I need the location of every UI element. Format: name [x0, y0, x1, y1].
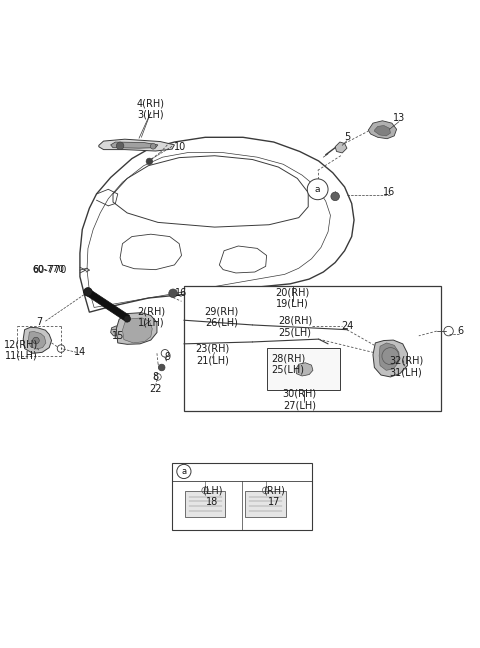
Circle shape: [116, 142, 124, 150]
Text: 29(RH)
26(LH): 29(RH) 26(LH): [204, 306, 239, 328]
Polygon shape: [23, 327, 51, 353]
Text: 12(RH)
11(LH): 12(RH) 11(LH): [4, 339, 38, 361]
Text: 9: 9: [164, 352, 170, 362]
Circle shape: [169, 289, 177, 297]
Polygon shape: [122, 318, 152, 343]
Polygon shape: [111, 142, 158, 148]
Polygon shape: [379, 343, 399, 370]
Polygon shape: [296, 363, 313, 376]
Polygon shape: [116, 312, 157, 344]
Text: 23(RH)
21(LH): 23(RH) 21(LH): [195, 344, 229, 365]
Text: 24: 24: [341, 321, 353, 331]
Text: 28(RH)
25(LH): 28(RH) 25(LH): [271, 353, 305, 375]
Circle shape: [177, 465, 191, 479]
Circle shape: [33, 337, 39, 344]
Text: 4(RH)
3(LH): 4(RH) 3(LH): [137, 98, 165, 120]
Text: 32(RH)
31(LH): 32(RH) 31(LH): [389, 356, 423, 377]
Circle shape: [150, 143, 156, 149]
Bar: [172, 463, 312, 529]
Polygon shape: [99, 139, 174, 151]
Text: 20(RH)
19(LH): 20(RH) 19(LH): [276, 287, 310, 309]
Text: 16: 16: [384, 187, 396, 196]
Text: 16: 16: [175, 288, 188, 298]
Text: a: a: [181, 467, 186, 476]
Text: 60-770: 60-770: [33, 264, 67, 275]
Text: 14: 14: [74, 347, 86, 357]
Text: (RH)
17: (RH) 17: [263, 486, 285, 507]
Polygon shape: [190, 347, 227, 377]
Circle shape: [158, 364, 165, 371]
Circle shape: [124, 316, 131, 322]
Polygon shape: [368, 121, 396, 139]
Text: 28(RH)
25(LH): 28(RH) 25(LH): [278, 316, 312, 337]
Polygon shape: [111, 326, 122, 336]
Polygon shape: [84, 290, 130, 320]
Polygon shape: [374, 126, 390, 136]
Text: 15: 15: [111, 331, 124, 341]
Bar: [245, 491, 286, 517]
Bar: [185, 491, 225, 517]
Text: 30(RH)
27(LH): 30(RH) 27(LH): [283, 389, 317, 410]
Text: a: a: [315, 185, 321, 194]
Circle shape: [84, 288, 92, 296]
Text: 6: 6: [457, 326, 464, 336]
Polygon shape: [373, 340, 408, 377]
Circle shape: [146, 158, 153, 165]
Circle shape: [307, 179, 328, 200]
Text: 13: 13: [393, 113, 405, 123]
Text: 2(RH)
1(LH): 2(RH) 1(LH): [137, 306, 165, 328]
Circle shape: [331, 192, 339, 201]
Text: 8
22: 8 22: [149, 373, 162, 394]
Polygon shape: [195, 350, 222, 372]
Bar: [266, 347, 340, 390]
Polygon shape: [335, 142, 347, 153]
Text: 7: 7: [36, 317, 43, 327]
Text: 5: 5: [344, 132, 350, 143]
Polygon shape: [28, 332, 46, 349]
Text: 60-770: 60-770: [33, 265, 65, 274]
Text: 10: 10: [174, 142, 187, 152]
Text: (LH)
18: (LH) 18: [202, 486, 223, 507]
Bar: [184, 286, 442, 411]
